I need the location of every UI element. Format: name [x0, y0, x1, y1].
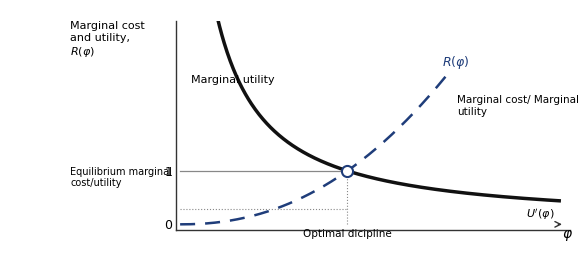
Text: Marginal utility: Marginal utility [191, 75, 275, 85]
Text: Optimal dicipline: Optimal dicipline [303, 229, 392, 239]
Text: Marginal cost/ Marginal
utility: Marginal cost/ Marginal utility [457, 95, 579, 117]
Text: $R(\varphi)$: $R(\varphi)$ [442, 54, 470, 71]
Text: Equilibrium marginal
cost/utility: Equilibrium marginal cost/utility [70, 167, 172, 188]
Text: $\varphi$: $\varphi$ [562, 228, 573, 243]
Text: $U'(\varphi)$: $U'(\varphi)$ [526, 207, 554, 222]
Text: Marginal cost
and utility,
$R(\varphi)$: Marginal cost and utility, $R(\varphi)$ [70, 21, 145, 59]
